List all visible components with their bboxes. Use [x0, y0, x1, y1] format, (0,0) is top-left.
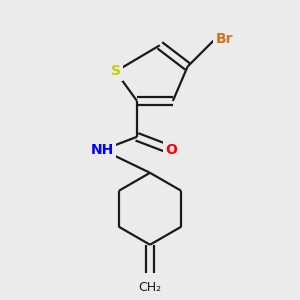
- Text: NH: NH: [91, 143, 114, 157]
- Text: O: O: [165, 143, 177, 157]
- Text: S: S: [111, 64, 121, 78]
- Text: Br: Br: [215, 32, 233, 46]
- Text: CH₂: CH₂: [138, 281, 162, 294]
